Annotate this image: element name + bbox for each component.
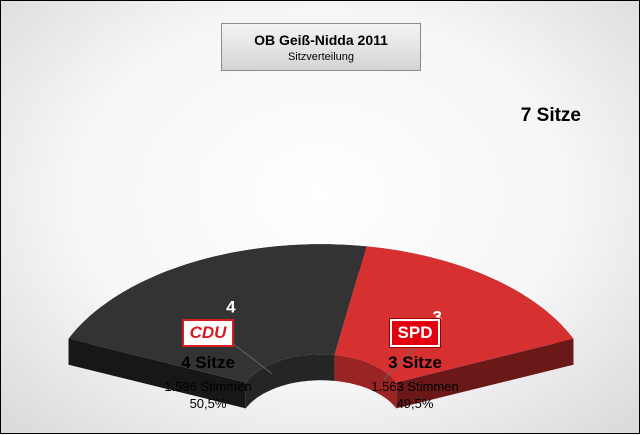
cdu-logo: CDU	[181, 319, 235, 347]
spd-percent: 49,5%	[396, 396, 434, 411]
spd-seat-count-label: 3	[432, 307, 441, 326]
spd-inner-wall	[334, 354, 397, 409]
cdu-seat-segment	[68, 244, 367, 383]
title-box: OB Geiß-Nidda 2011 Sitzverteilung	[221, 23, 421, 71]
chart-subtitle: Sitzverteilung	[287, 51, 355, 63]
spd-logo: SPD	[389, 319, 441, 347]
cdu-seats: 4 Sitze	[181, 353, 235, 372]
spd-votes: 1.563 Stimmen	[371, 379, 459, 394]
cdu-inner-wall	[245, 354, 335, 409]
arc-right-cap	[396, 338, 574, 409]
cdu-votes: 1.596 Stimmen	[164, 379, 252, 394]
cdu-seat-count-label: 4	[226, 298, 236, 317]
chart-title: OB Geiß-Nidda 2011	[254, 32, 388, 48]
total-seats-label: 7 Sitze	[520, 105, 581, 126]
spd-seat-segment	[334, 246, 574, 383]
cdu-percent: 50,5%	[189, 396, 227, 411]
party-cdu-block: CDU 4 Sitze 1.596 Stimmen 50,5%	[128, 319, 288, 411]
party-spd-block: SPD 3 Sitze 1.563 Stimmen 49,5%	[335, 319, 495, 411]
spd-seats: 3 Sitze	[388, 353, 442, 372]
arc-left-cap	[68, 338, 246, 409]
